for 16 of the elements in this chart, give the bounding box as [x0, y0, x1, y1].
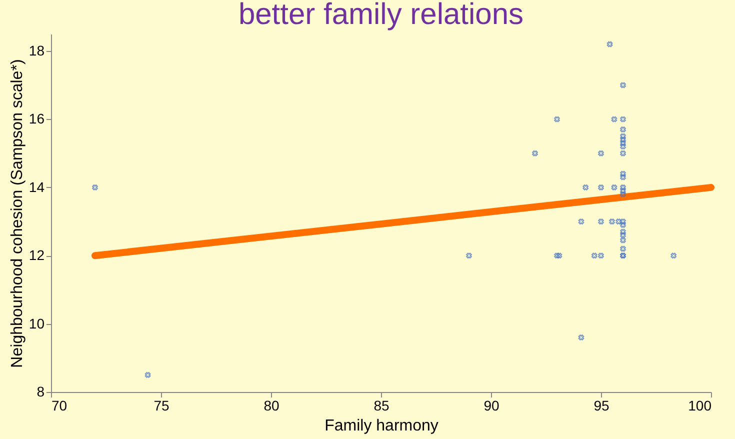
- x-tick-label: 80: [264, 398, 280, 414]
- x-tick-label: 75: [154, 398, 170, 414]
- y-tick-label: 10: [28, 315, 45, 332]
- x-tick-label: 85: [374, 398, 390, 414]
- x-tick-label: 100: [688, 398, 712, 414]
- x-tick-label: 70: [52, 398, 68, 414]
- y-tick-label: 8: [36, 384, 45, 400]
- x-axis-title: Family harmony: [324, 418, 438, 434]
- y-tick-label: 14: [28, 178, 45, 195]
- y-tick-label: 12: [28, 247, 45, 264]
- y-tick-label: 18: [28, 42, 45, 59]
- y-tick-label: 16: [28, 110, 45, 127]
- x-tick-label: 95: [594, 398, 610, 414]
- chart-title: better family relations: [238, 0, 524, 31]
- y-axis-title: Neighbourhood cohesion (Sampson scale*): [8, 59, 26, 368]
- x-tick-label: 90: [484, 398, 500, 414]
